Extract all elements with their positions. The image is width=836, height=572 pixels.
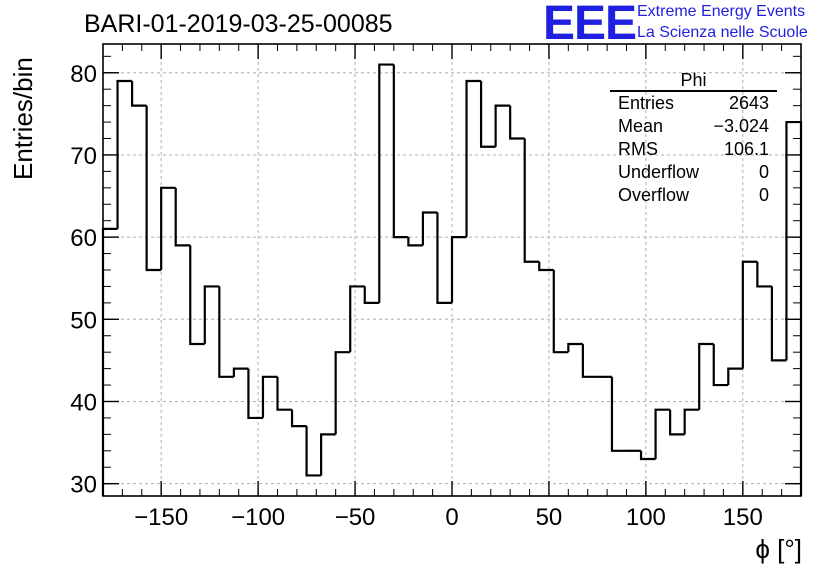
histogram-bin <box>219 286 234 376</box>
histogram-bin <box>641 451 656 459</box>
stats-row-rms: RMS 106.1 <box>610 138 777 161</box>
chart-title: BARI-01-2019-03-25-00085 <box>84 10 393 39</box>
histogram-bin <box>321 434 336 475</box>
stats-value: 0 <box>759 161 769 184</box>
stats-label: Entries <box>618 92 674 115</box>
histogram-bin <box>786 122 801 496</box>
histogram-bin <box>568 344 583 352</box>
stats-row-mean: Mean −3.024 <box>610 115 777 138</box>
stats-label: RMS <box>618 138 658 161</box>
histogram-bin <box>408 237 423 245</box>
y-tick-label: 30 <box>70 472 97 499</box>
stats-value: −3.024 <box>713 115 769 138</box>
histogram-bin <box>147 106 162 270</box>
x-tick-label: 0 <box>445 504 458 531</box>
stats-label: Overflow <box>618 184 689 207</box>
histogram-bin <box>481 81 496 147</box>
histogram-bin <box>379 65 394 303</box>
histogram-bin <box>757 262 772 287</box>
y-tick-label: 40 <box>70 389 97 416</box>
x-tick-label: 100 <box>626 504 666 531</box>
histogram-bin <box>510 106 525 139</box>
y-tick-label: 60 <box>70 225 97 252</box>
histogram-bin <box>728 369 743 385</box>
stats-label: Mean <box>618 115 663 138</box>
stats-title: Phi <box>610 70 777 92</box>
stats-value: 0 <box>759 184 769 207</box>
stats-value: 106.1 <box>724 138 769 161</box>
histogram-bin <box>714 344 729 385</box>
histogram-bin <box>278 377 293 410</box>
histogram-bin <box>423 212 438 245</box>
histogram-bin <box>190 245 205 344</box>
stats-value: 2643 <box>729 92 769 115</box>
histogram-bin <box>336 352 351 434</box>
histogram-bin <box>103 229 118 496</box>
x-axis-label: ϕ [°] <box>755 534 802 565</box>
org-name-line1: Extreme Energy Events <box>637 3 805 21</box>
histogram-bin <box>496 106 511 147</box>
histogram-bin <box>699 344 714 410</box>
stats-row-overflow: Overflow 0 <box>610 184 777 207</box>
histogram-bin <box>205 286 220 344</box>
histogram-bin <box>437 212 452 302</box>
histogram-bin <box>234 369 249 377</box>
y-tick-label: 80 <box>70 61 97 88</box>
histogram-bin <box>307 426 322 475</box>
y-tick-label: 50 <box>70 307 97 334</box>
stats-row-underflow: Underflow 0 <box>610 161 777 184</box>
histogram-bin <box>394 65 409 238</box>
y-axis-label: Entries/bin <box>8 57 39 180</box>
org-name-line2: La Scienza nelle Scuole <box>637 24 808 42</box>
histogram-bin <box>670 410 685 435</box>
histogram-bin <box>161 188 176 270</box>
x-tick-label: 150 <box>723 504 763 531</box>
histogram-bin <box>583 344 598 377</box>
histogram-bin <box>743 262 758 369</box>
histogram-bin <box>554 270 569 352</box>
x-tick-label: −50 <box>335 504 376 531</box>
histogram-bin <box>772 286 787 360</box>
stats-box: Phi Entries 2643 Mean −3.024 RMS 106.1 U… <box>610 70 777 207</box>
x-tick-label: −150 <box>134 504 188 531</box>
histogram-bin <box>292 410 307 426</box>
histogram-bin <box>132 81 147 106</box>
x-tick-label: 50 <box>536 504 563 531</box>
x-tick-label: −100 <box>231 504 285 531</box>
histogram-bin <box>612 377 627 451</box>
histogram-bin <box>263 377 278 418</box>
y-tick-label: 70 <box>70 143 97 170</box>
histogram-bin <box>685 410 700 435</box>
histogram-bin <box>656 410 671 459</box>
histogram-bin <box>365 286 380 302</box>
histogram-bin <box>525 139 540 262</box>
stats-row-entries: Entries 2643 <box>610 92 777 115</box>
histogram-bin <box>452 237 467 303</box>
histogram-bin <box>467 81 482 237</box>
stats-label: Underflow <box>618 161 699 184</box>
histogram-bin <box>539 262 554 270</box>
histogram-bin <box>248 369 263 418</box>
eee-logo: EEE <box>543 0 636 48</box>
